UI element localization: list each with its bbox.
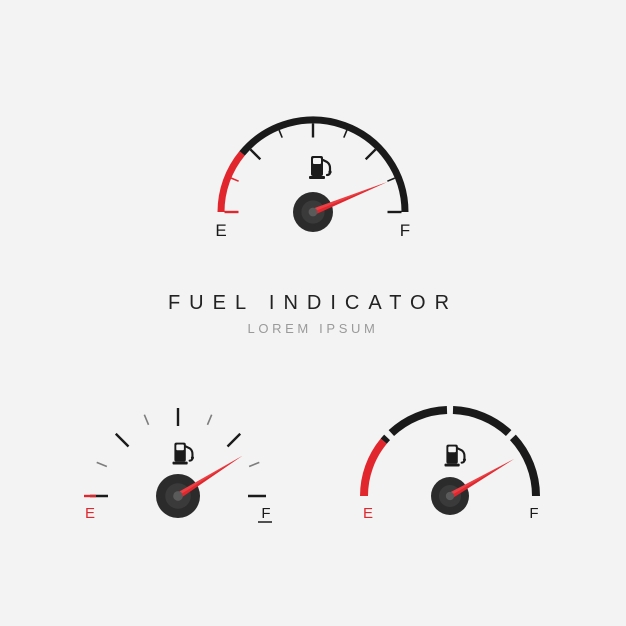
fuel-gauge-bottom-right: EF xyxy=(340,370,560,530)
fuel-pump-icon xyxy=(309,156,332,179)
fuel-pump-icon xyxy=(173,443,194,465)
svg-text:E: E xyxy=(363,505,373,522)
subtitle: LOREM IPSUM xyxy=(0,321,626,336)
fuel-gauge-top: EF xyxy=(203,86,423,246)
fuel-gauge-bottom-left: EF xyxy=(68,370,288,530)
svg-text:F: F xyxy=(261,505,270,522)
fuel-pump-icon xyxy=(445,445,466,467)
title-block: FUEL INDICATOR LOREM IPSUM xyxy=(0,292,626,336)
svg-text:E: E xyxy=(85,505,95,522)
svg-text:E: E xyxy=(215,221,226,240)
title: FUEL INDICATOR xyxy=(0,292,626,315)
svg-text:F: F xyxy=(400,221,410,240)
canvas: EF FUEL INDICATOR LOREM IPSUM EF EF xyxy=(0,0,626,626)
svg-text:F: F xyxy=(529,505,538,522)
